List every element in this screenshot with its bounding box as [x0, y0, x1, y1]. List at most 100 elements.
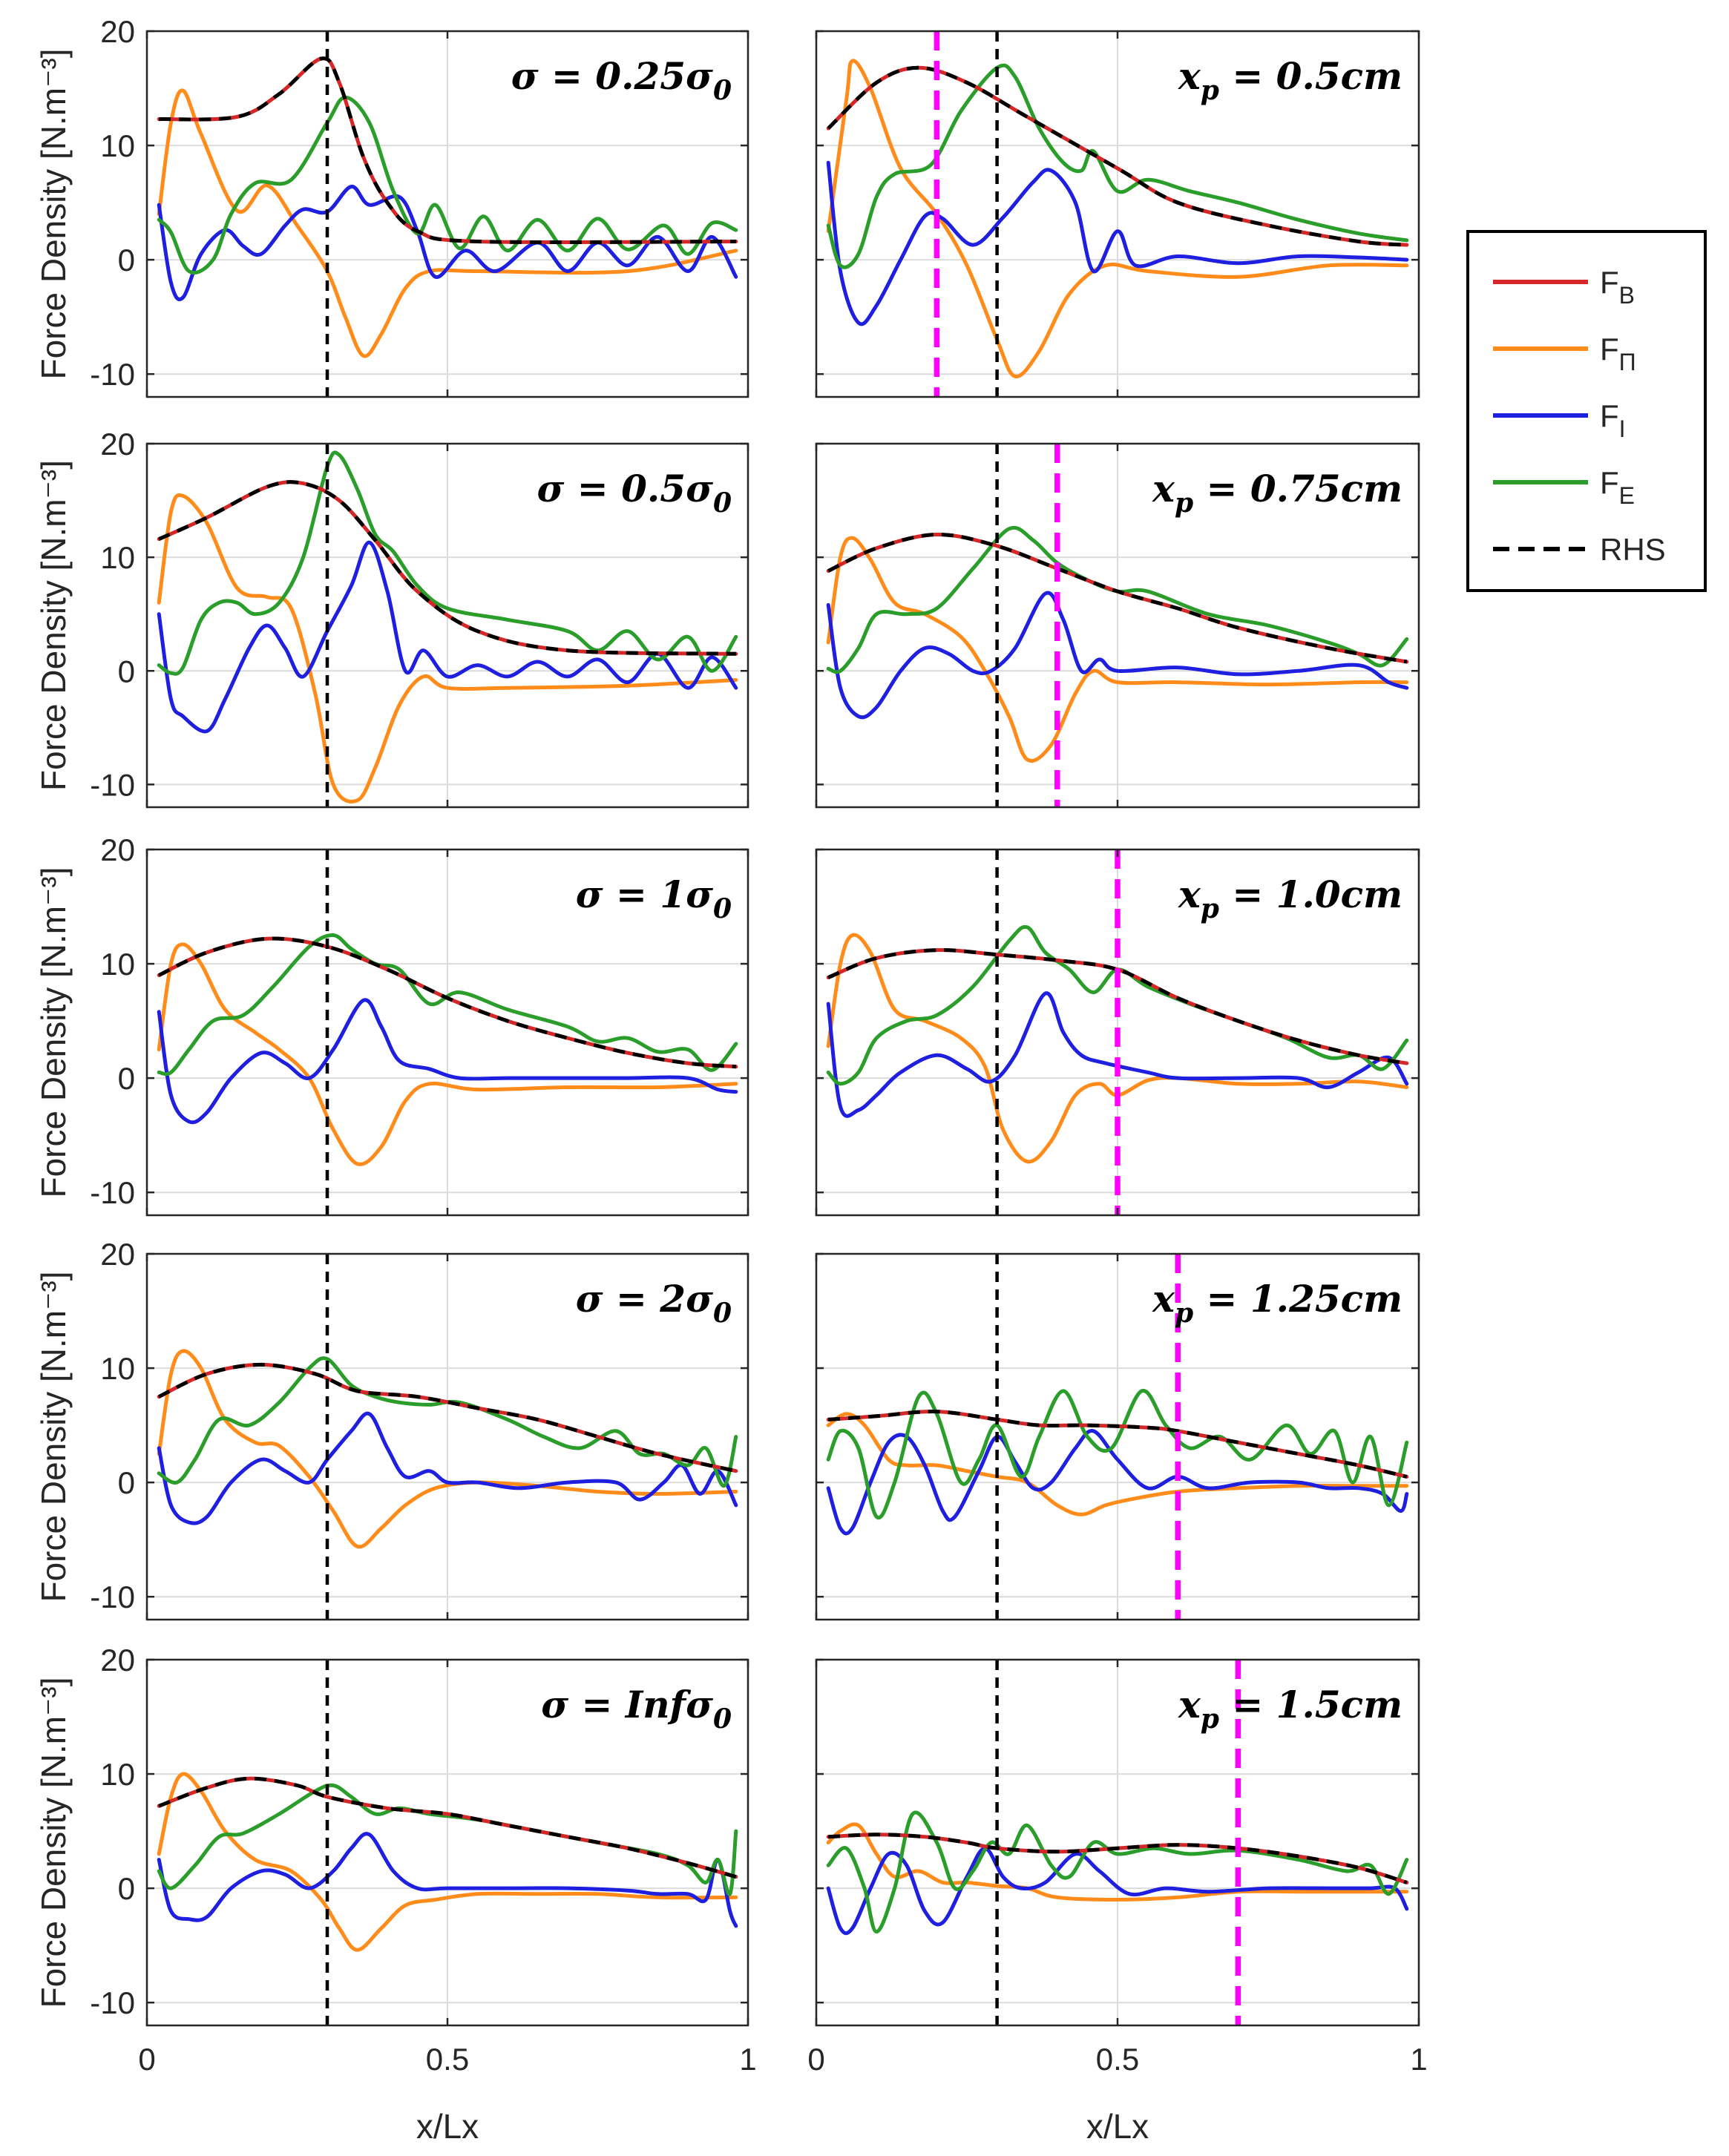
x-tick-label: 0	[807, 2042, 824, 2077]
series-line-FE	[157, 1356, 738, 1488]
y-tick-label: 20	[100, 1237, 135, 1272]
panel-annotation: σ = 2σ0	[576, 1277, 732, 1329]
y-tick-label: 10	[100, 1757, 135, 1792]
series-line-FPi	[826, 59, 1409, 378]
legend-label-main: F	[1600, 398, 1619, 433]
series-group	[157, 1772, 738, 1952]
series-line-RHS	[158, 480, 736, 656]
y-axis-label: Force Density [N.m⁻³]	[34, 1271, 73, 1602]
annotation-value: 2σ	[659, 1277, 713, 1321]
panel-right-5: 0 0.5 1 xp = 1.5cm	[807, 1658, 1428, 2077]
annotation-subscript: 0	[713, 75, 732, 106]
x-tick-label: 0.5	[426, 2042, 469, 2077]
y-tick-label: 20	[100, 1643, 135, 1677]
y-tick-label: 0	[118, 1871, 135, 1906]
panel-annotation: xp = 1.0cm	[1178, 872, 1402, 924]
panel-right-1: xp = 0.5cm	[815, 30, 1420, 398]
y-axis-label: Force Density [N.m⁻³]	[34, 460, 73, 791]
legend-label-subscript: Π	[1619, 349, 1636, 375]
annotation-equals: =	[1219, 872, 1276, 916]
annotation-equals: =	[1193, 467, 1250, 510]
annotation-equals: =	[1219, 1683, 1276, 1726]
x-tick-label: 1	[1410, 2042, 1427, 2077]
legend-label-main: F	[1600, 332, 1619, 367]
series-line-FI	[826, 991, 1409, 1118]
annotation-value: 0.5σ	[621, 467, 713, 510]
annotation-subscript: p	[1175, 487, 1193, 519]
y-tick-label: -10	[90, 767, 135, 802]
annotation-value: 0.75cm	[1250, 467, 1402, 510]
series-line-RHS	[827, 532, 1408, 664]
annotation-value: 1.25cm	[1250, 1277, 1402, 1321]
annotation-subscript: 0	[713, 1298, 732, 1329]
annotation-symbol: σ	[541, 1683, 568, 1726]
legend-box	[1466, 230, 1707, 592]
annotation-symbol: σ	[576, 1277, 603, 1321]
legend-label-FI: FI	[1600, 398, 1626, 442]
annotation-subscript: p	[1201, 1703, 1219, 1735]
series-group	[157, 933, 738, 1166]
series-line-FPi	[826, 536, 1409, 763]
annotation-symbol: x	[1178, 1683, 1201, 1726]
annotation-symbol: x	[1152, 467, 1175, 510]
annotation-subscript: p	[1175, 1298, 1193, 1329]
annotation-subscript: p	[1201, 75, 1219, 106]
series-line-RHS	[158, 1362, 737, 1473]
series-line-RHS	[158, 936, 736, 1069]
y-tick-label: 10	[100, 947, 135, 982]
series-group	[157, 450, 738, 803]
shared-labels: Force Density [N.m⁻³] Force Density [N.m⁻…	[34, 48, 1149, 2146]
legend-label-main: F	[1600, 265, 1619, 300]
series-line-RHS	[827, 948, 1408, 1065]
annotation-subscript: 0	[713, 1703, 732, 1735]
annotation-value: 1.0cm	[1276, 872, 1402, 916]
series-line-FE	[157, 95, 738, 275]
annotation-symbol: x	[1178, 872, 1201, 916]
series-line-FI	[157, 1832, 738, 1928]
y-tick-label: 0	[118, 1465, 135, 1500]
y-axis-label: Force Density [N.m⁻³]	[34, 1677, 73, 2008]
annotation-value: Infσ	[624, 1683, 713, 1726]
panel-annotation: xp = 0.5cm	[1178, 54, 1402, 106]
x-tick-label: 1	[739, 2042, 756, 2077]
series-line-FE	[826, 1810, 1409, 1934]
series-line-FPi	[157, 1349, 738, 1549]
y-tick-label: 10	[100, 540, 135, 575]
panel-right-2: xp = 0.75cm	[815, 442, 1420, 809]
legend-label-FPi: FΠ	[1600, 332, 1636, 375]
series-line-FI	[157, 1411, 738, 1525]
panel-annotation: σ = 1σ0	[576, 872, 732, 924]
panel-annotation: σ = 0.5σ0	[537, 467, 732, 519]
y-tick-label: 0	[118, 1061, 135, 1096]
series-group	[826, 1389, 1409, 1536]
panel-left-3: -10 0 10 20 σ = 1σ0	[90, 832, 749, 1217]
series-line-FI	[826, 591, 1409, 720]
y-tick-label: -10	[90, 1580, 135, 1614]
series-line-FPi	[826, 1412, 1409, 1516]
panel-annotation: σ = Infσ0	[541, 1683, 732, 1735]
annotation-equals: =	[1193, 1277, 1250, 1321]
y-tick-label: -10	[90, 1175, 135, 1210]
annotation-equals: =	[603, 872, 660, 916]
y-tick-label: -10	[90, 1985, 135, 2020]
panel-right-3: xp = 1.0cm	[815, 848, 1420, 1217]
y-tick-label: 20	[100, 832, 135, 867]
annotation-symbol: σ	[511, 54, 539, 98]
series-line-FE	[826, 924, 1409, 1086]
series-line-FI	[157, 540, 738, 734]
y-tick-label: 10	[100, 128, 135, 163]
y-tick-label: 10	[100, 1351, 135, 1386]
annotation-value: 0.5cm	[1276, 54, 1402, 98]
annotation-value: 0.25σ	[595, 54, 713, 98]
annotation-equals: =	[1219, 54, 1276, 98]
series-line-FE	[157, 933, 738, 1077]
series-line-FI	[826, 160, 1409, 326]
series-line-FB	[826, 1833, 1409, 1884]
series-line-FE	[826, 1389, 1409, 1520]
legend-label-subscript: B	[1619, 282, 1635, 309]
